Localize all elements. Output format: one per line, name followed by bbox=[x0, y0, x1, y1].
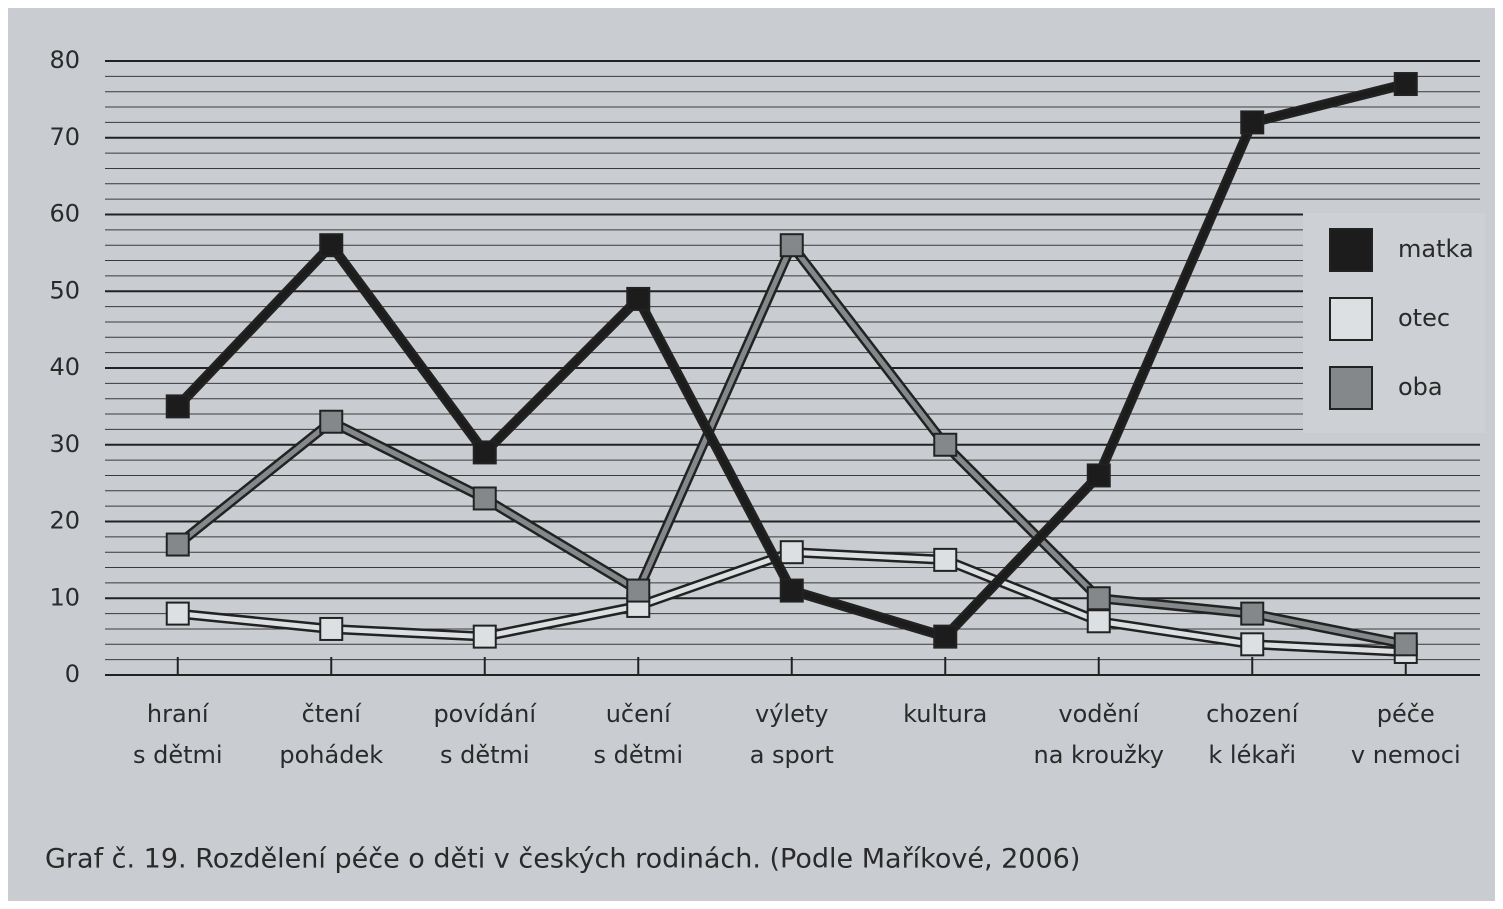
point-marker bbox=[319, 233, 344, 258]
point-marker bbox=[165, 601, 190, 626]
point-marker bbox=[626, 286, 651, 311]
y-tick-label: 50 bbox=[49, 276, 80, 304]
point-marker bbox=[472, 624, 497, 649]
point-marker bbox=[1086, 463, 1111, 488]
y-tick-label: 30 bbox=[49, 430, 80, 458]
x-tick-label: povídání bbox=[433, 700, 537, 728]
point-marker bbox=[1086, 586, 1111, 611]
point-marker bbox=[472, 486, 497, 511]
x-tick-label: v nemoci bbox=[1351, 741, 1461, 769]
point-marker bbox=[165, 532, 190, 557]
x-tick-label: výlety bbox=[755, 700, 828, 728]
point-marker bbox=[933, 547, 958, 572]
x-tick-label: chození bbox=[1206, 700, 1300, 728]
x-tick-label: vodění bbox=[1058, 700, 1140, 728]
y-tick-label: 0 bbox=[65, 660, 80, 688]
background bbox=[8, 8, 1495, 901]
y-tick-label: 70 bbox=[49, 123, 80, 151]
legend-swatch bbox=[1329, 366, 1373, 410]
legend-label: matka bbox=[1398, 235, 1474, 263]
point-marker bbox=[779, 540, 804, 565]
y-tick-label: 20 bbox=[49, 507, 80, 535]
lines bbox=[165, 72, 1418, 664]
point-marker bbox=[1393, 72, 1418, 97]
point-marker bbox=[319, 616, 344, 641]
point-marker bbox=[779, 233, 804, 258]
x-tick-label: péče bbox=[1377, 700, 1435, 728]
legend-swatch bbox=[1329, 297, 1373, 341]
point-marker bbox=[165, 394, 190, 419]
point-marker bbox=[1393, 632, 1418, 657]
point-marker bbox=[1086, 609, 1111, 634]
point-marker bbox=[319, 409, 344, 434]
x-tick-label: učení bbox=[606, 700, 672, 728]
y-tick-label: 80 bbox=[49, 46, 80, 74]
x-tick-label: na kroužky bbox=[1033, 741, 1164, 769]
point-marker bbox=[1240, 601, 1265, 626]
point-marker bbox=[933, 432, 958, 457]
legend-label: oba bbox=[1398, 373, 1443, 401]
y-tick-label: 10 bbox=[49, 583, 80, 611]
point-marker bbox=[933, 624, 958, 649]
x-tick-label: s dětmi bbox=[133, 741, 223, 769]
x-tick-label: pohádek bbox=[279, 741, 383, 769]
point-marker bbox=[779, 578, 804, 603]
point-marker bbox=[472, 440, 497, 465]
chart-title: Graf č. 19. Rozdělení péče o děti v česk… bbox=[45, 844, 1080, 875]
point-marker bbox=[626, 578, 651, 603]
x-tick-label: s dětmi bbox=[440, 741, 530, 769]
legend: matka otec oba bbox=[1329, 228, 1474, 410]
x-tick-label: čtení bbox=[302, 700, 363, 728]
y-tick-label: 40 bbox=[49, 353, 80, 381]
x-tick-label: hraní bbox=[147, 700, 210, 728]
legend-label: otec bbox=[1398, 304, 1450, 332]
x-tick-label: kultura bbox=[903, 700, 987, 728]
x-tick-label: a sport bbox=[750, 741, 834, 769]
x-tick-label: s dětmi bbox=[593, 741, 683, 769]
point-marker bbox=[1240, 110, 1265, 135]
y-tick-label: 60 bbox=[49, 200, 80, 228]
point-marker bbox=[1240, 632, 1265, 657]
x-tick-label: k lékaři bbox=[1208, 741, 1296, 769]
legend-swatch bbox=[1329, 228, 1373, 272]
